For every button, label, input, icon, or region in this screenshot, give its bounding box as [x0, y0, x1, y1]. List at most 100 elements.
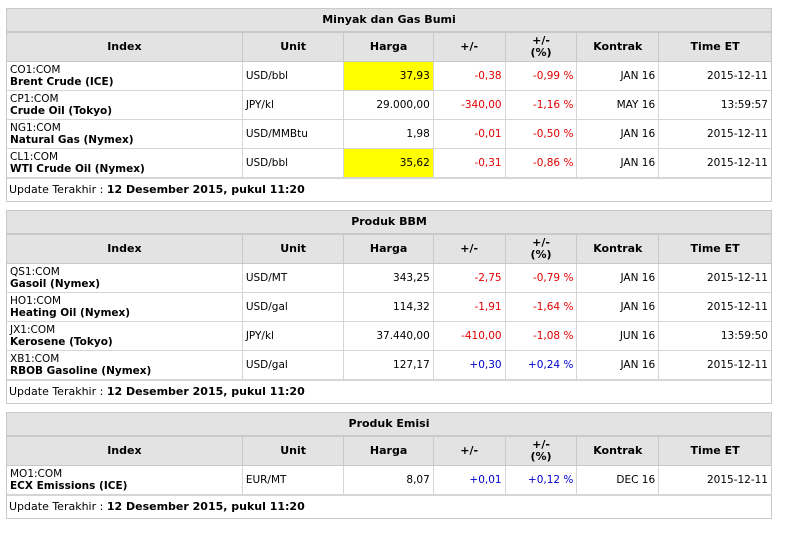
col-header-time: Time ET [658, 32, 771, 62]
col-header-index: Index [7, 32, 243, 62]
col-header-change: +/- [432, 234, 506, 264]
percent-cell: +0,24 % [504, 350, 578, 380]
change-cell: -2,75 [432, 263, 506, 293]
update-label: Update Terakhir : [9, 500, 107, 513]
ticker-code: XB1:COM [10, 352, 60, 365]
contract-cell: DEC 16 [576, 465, 660, 495]
contract-cell: JUN 16 [576, 321, 660, 351]
col-header-unit: Unit [241, 436, 345, 466]
update-label: Update Terakhir : [9, 183, 107, 196]
time-cell: 2015-12-11 [658, 465, 771, 495]
col-header-kontrak: Kontrak [576, 436, 660, 466]
commodity-name: ECX Emissions (ICE) [10, 479, 128, 492]
section-1: Produk BBM Index Unit Harga +/- +/- (%) Kontrak… [6, 210, 772, 404]
section-title: Produk BBM [7, 211, 771, 234]
col-header-kontrak: Kontrak [576, 32, 660, 62]
change-cell: -0,01 [432, 119, 506, 149]
col-header-percent-line1: +/- [532, 438, 550, 451]
unit-cell: EUR/MT [241, 465, 345, 495]
col-header-harga: Harga [343, 32, 434, 62]
time-cell: 2015-12-11 [658, 263, 771, 293]
time-cell: 13:59:57 [658, 90, 771, 120]
table-row: JX1:COM Kerosene (Tokyo) JPY/kl 37.440,00 -4… [7, 321, 771, 351]
section-title: Minyak dan Gas Bumi [7, 9, 771, 32]
index-cell: QS1:COM Gasoil (Nymex) [7, 263, 243, 293]
price-cell: 127,17 [343, 350, 434, 380]
col-header-percent: +/- (%) [504, 32, 578, 62]
section-title: Produk Emisi [7, 413, 771, 436]
commodity-name: Gasoil (Nymex) [10, 277, 101, 290]
change-cell: -1,91 [432, 292, 506, 322]
table-row: MO1:COM ECX Emissions (ICE) EUR/MT 8,07 +0,0… [7, 465, 771, 495]
contract-cell: JAN 16 [576, 61, 660, 91]
update-line: Update Terakhir : 12 Desember 2015, puku… [7, 495, 771, 518]
table-row: CO1:COM Brent Crude (ICE) USD/bbl 37,93 -0,3… [7, 61, 771, 91]
index-cell: HO1:COM Heating Oil (Nymex) [7, 292, 243, 322]
index-cell: CO1:COM Brent Crude (ICE) [7, 61, 243, 91]
commodity-tables: Minyak dan Gas Bumi Index Unit Harga +/- +/-(… [6, 8, 772, 527]
update-timestamp: 12 Desember 2015, pukul 11:20 [106, 500, 305, 513]
ticker-code: JX1:COM [10, 323, 56, 336]
ticker-code: CL1:COM [10, 150, 59, 163]
time-cell: 2015-12-11 [658, 350, 771, 380]
contract-cell: MAY 16 [576, 90, 660, 120]
col-header-percent: +/- (%) [504, 436, 578, 466]
price-cell: 29.000,00 [343, 90, 434, 120]
contract-cell: JAN 16 [576, 263, 660, 293]
index-cell: NG1:COM Natural Gas (Nymex) [7, 119, 243, 149]
price-cell: 114,32 [343, 292, 434, 322]
header-row: Index Unit Harga +/- +/- (%) Kontrak Time ET [7, 234, 771, 264]
time-cell: 2015-12-11 [658, 148, 771, 178]
col-header-percent-line2: (%) [530, 248, 552, 261]
price-cell: 8,07 [343, 465, 434, 495]
time-cell: 2015-12-11 [658, 292, 771, 322]
commodity-name: Kerosene (Tokyo) [10, 335, 113, 348]
col-header-harga: Harga [343, 234, 434, 264]
commodity-name: Crude Oil (Tokyo) [10, 104, 113, 117]
commodity-name: Heating Oil (Nymex) [10, 306, 131, 319]
update-timestamp: 12 Desember 2015, pukul 11:20 [106, 183, 305, 196]
section-2: Produk Emisi Index Unit Harga +/- +/- (%) Kontr… [6, 412, 772, 519]
col-header-percent-line2: (%) [530, 46, 552, 59]
time-cell: 13:59:50 [658, 321, 771, 351]
col-header-percent-line1: +/- [532, 34, 550, 47]
price-table: Index Unit Harga +/- +/- (%) Kontrak Time ET CO1… [7, 32, 771, 178]
col-header-harga: Harga [343, 436, 434, 466]
percent-cell: -1,64 % [504, 292, 578, 322]
commodity-name: Brent Crude (ICE) [10, 75, 114, 88]
col-header-unit: Unit [241, 234, 345, 264]
price-cell: 37.440,00 [343, 321, 434, 351]
commodity-name: WTI Crude Oil (Nymex) [10, 162, 145, 175]
update-timestamp: 12 Desember 2015, pukul 11:20 [106, 385, 305, 398]
header-row: Index Unit Harga +/- +/- (%) Kontrak Time ET [7, 32, 771, 62]
commodity-name: RBOB Gasoline (Nymex) [10, 364, 152, 377]
col-header-percent-line1: +/- [532, 236, 550, 249]
price-cell: 35,62 [343, 148, 434, 178]
price-table: Index Unit Harga +/- +/- (%) Kontrak Time ET QS1… [7, 234, 771, 380]
col-header-percent: +/- (%) [504, 234, 578, 264]
percent-cell: -0,79 % [504, 263, 578, 293]
change-cell: +0,30 [432, 350, 506, 380]
update-line: Update Terakhir : 12 Desember 2015, puku… [7, 178, 771, 201]
ticker-code: HO1:COM [10, 294, 62, 307]
price-cell: 343,25 [343, 263, 434, 293]
update-label: Update Terakhir : [9, 385, 107, 398]
change-cell: -0,31 [432, 148, 506, 178]
change-cell: -340,00 [432, 90, 506, 120]
table-row: QS1:COM Gasoil (Nymex) USD/MT 343,25 -2,75 -0… [7, 263, 771, 293]
index-cell: CL1:COM WTI Crude Oil (Nymex) [7, 148, 243, 178]
index-cell: XB1:COM RBOB Gasoline (Nymex) [7, 350, 243, 380]
ticker-code: MO1:COM [10, 467, 63, 480]
price-cell: 1,98 [343, 119, 434, 149]
percent-cell: -0,99 % [504, 61, 578, 91]
percent-cell: -1,16 % [504, 90, 578, 120]
unit-cell: USD/bbl [241, 61, 345, 91]
ticker-code: NG1:COM [10, 121, 61, 134]
col-header-unit: Unit [241, 32, 345, 62]
index-cell: CP1:COM Crude Oil (Tokyo) [7, 90, 243, 120]
header-row: Index Unit Harga +/- +/- (%) Kontrak Time ET [7, 436, 771, 466]
section-0: Minyak dan Gas Bumi Index Unit Harga +/- +/-(… [6, 8, 772, 202]
contract-cell: JAN 16 [576, 292, 660, 322]
commodity-name: Natural Gas (Nymex) [10, 133, 134, 146]
change-cell: -0,38 [432, 61, 506, 91]
